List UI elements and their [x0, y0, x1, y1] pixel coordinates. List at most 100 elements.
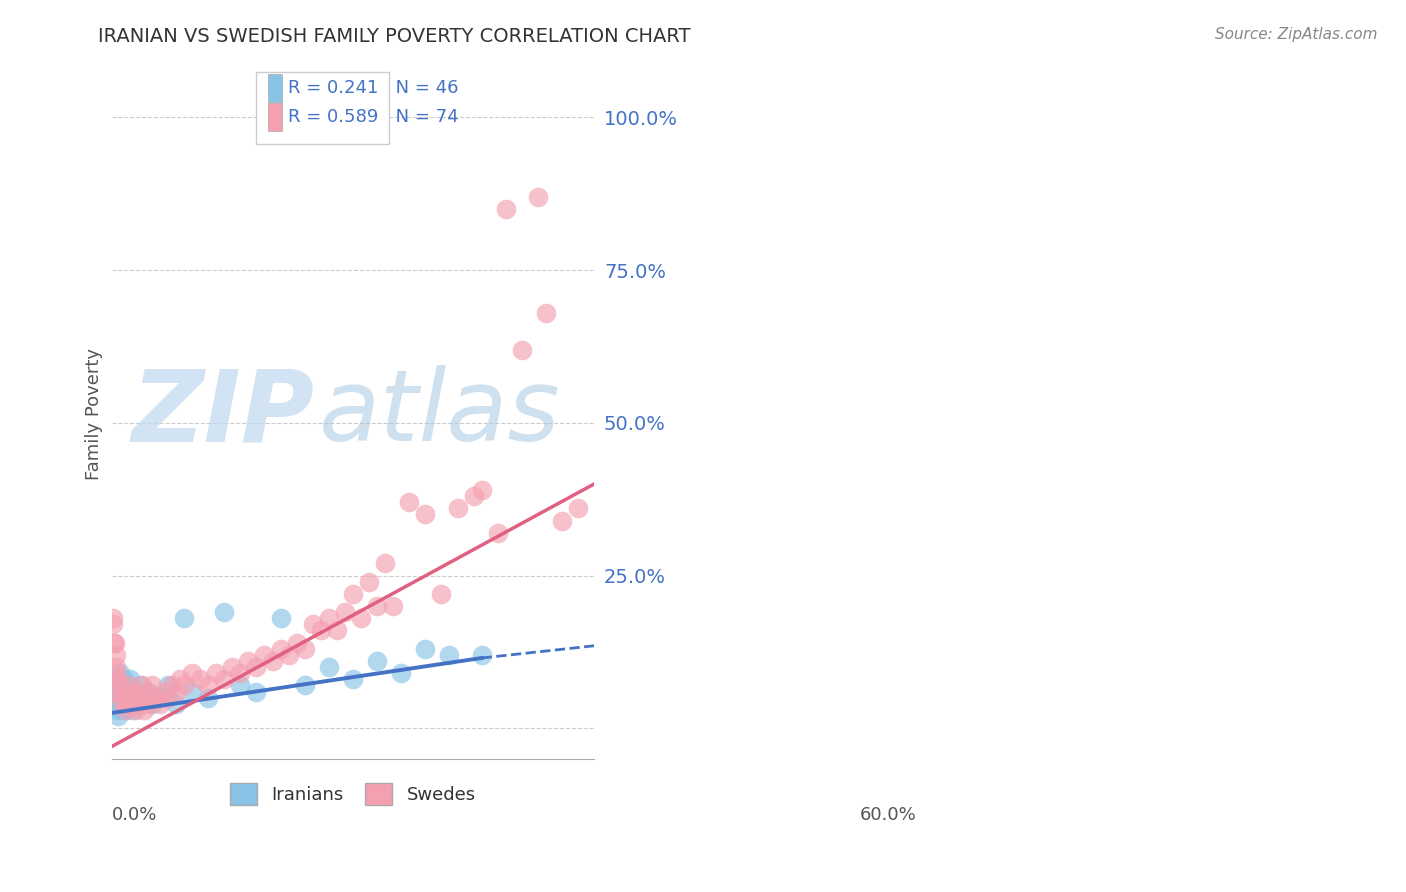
Point	[318, 660, 340, 674]
Point	[181, 666, 204, 681]
Point	[205, 666, 228, 681]
Text: R = 0.589   N = 74: R = 0.589 N = 74	[288, 108, 458, 126]
Point	[262, 654, 284, 668]
Point	[527, 190, 550, 204]
Legend: Iranians, Swedes: Iranians, Swedes	[222, 775, 484, 812]
Point	[104, 636, 127, 650]
Point	[122, 703, 145, 717]
Point	[114, 684, 136, 698]
Point	[117, 684, 139, 698]
Point	[125, 703, 148, 717]
Point	[245, 660, 267, 674]
Point	[103, 617, 125, 632]
Point	[212, 673, 235, 687]
Point	[120, 673, 142, 687]
Point	[125, 684, 148, 698]
FancyBboxPatch shape	[267, 74, 283, 102]
Point	[107, 709, 129, 723]
Point	[156, 678, 179, 692]
Point	[132, 690, 155, 705]
Point	[212, 605, 235, 619]
Point	[446, 501, 468, 516]
Point	[471, 648, 494, 662]
Point	[118, 697, 141, 711]
Point	[105, 660, 128, 674]
Point	[153, 684, 176, 698]
Point	[149, 697, 172, 711]
Text: IRANIAN VS SWEDISH FAMILY POVERTY CORRELATION CHART: IRANIAN VS SWEDISH FAMILY POVERTY CORREL…	[98, 27, 690, 45]
Point	[567, 501, 589, 516]
Point	[115, 703, 138, 717]
Point	[121, 697, 143, 711]
Point	[415, 641, 437, 656]
Point	[128, 697, 150, 711]
Point	[333, 605, 356, 619]
Point	[389, 666, 412, 681]
Point	[309, 624, 332, 638]
Point	[110, 690, 132, 705]
Point	[114, 697, 136, 711]
Point	[439, 648, 461, 662]
Point	[103, 697, 125, 711]
Text: Source: ZipAtlas.com: Source: ZipAtlas.com	[1215, 27, 1378, 42]
Point	[121, 690, 143, 705]
FancyBboxPatch shape	[267, 103, 283, 130]
Point	[141, 697, 163, 711]
Point	[117, 690, 139, 705]
Point	[110, 666, 132, 681]
Point	[118, 678, 141, 692]
Point	[111, 690, 134, 705]
Text: 0.0%: 0.0%	[111, 805, 157, 823]
Point	[350, 611, 373, 625]
Point	[495, 202, 517, 216]
Point	[107, 673, 129, 687]
Point	[486, 525, 509, 540]
Point	[165, 684, 187, 698]
Point	[173, 611, 195, 625]
Point	[301, 617, 323, 632]
Point	[115, 678, 138, 692]
Point	[156, 690, 179, 705]
Point	[117, 690, 139, 705]
Point	[357, 574, 380, 589]
Point	[534, 306, 557, 320]
Point	[229, 666, 252, 681]
Point	[318, 611, 340, 625]
Point	[221, 660, 243, 674]
Point	[551, 514, 574, 528]
Point	[110, 703, 132, 717]
Point	[471, 483, 494, 497]
Point	[104, 648, 127, 662]
Point	[104, 684, 127, 698]
Point	[122, 684, 145, 698]
Point	[108, 678, 131, 692]
Point	[197, 690, 219, 705]
Point	[238, 654, 260, 668]
Point	[115, 703, 138, 717]
Point	[160, 678, 183, 692]
Point	[342, 673, 364, 687]
Point	[139, 697, 162, 711]
FancyBboxPatch shape	[256, 72, 389, 145]
Point	[294, 641, 316, 656]
Point	[463, 489, 485, 503]
Point	[108, 678, 131, 692]
Point	[270, 611, 292, 625]
Point	[128, 678, 150, 692]
Point	[149, 690, 172, 705]
Point	[105, 690, 128, 705]
Point	[285, 636, 308, 650]
Point	[197, 678, 219, 692]
Text: R = 0.241   N = 46: R = 0.241 N = 46	[288, 78, 458, 97]
Point	[510, 343, 533, 357]
Point	[188, 673, 211, 687]
Point	[108, 697, 131, 711]
Point	[245, 684, 267, 698]
Point	[342, 587, 364, 601]
Point	[136, 684, 159, 698]
Point	[165, 697, 187, 711]
Point	[105, 673, 128, 687]
Point	[181, 684, 204, 698]
Point	[366, 599, 388, 613]
Point	[141, 678, 163, 692]
